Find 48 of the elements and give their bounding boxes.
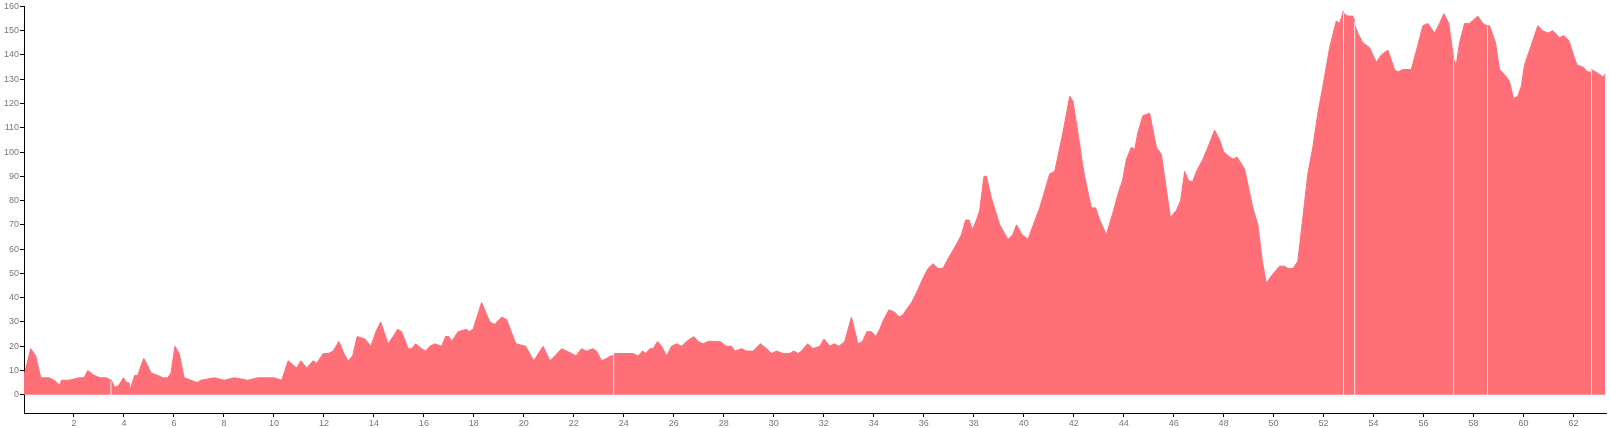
x-tick-label: 36: [918, 417, 929, 428]
x-tick-label: 46: [1168, 417, 1179, 428]
x-tick-label: 12: [318, 417, 329, 428]
y-tick-label: 50: [8, 267, 19, 278]
x-tick-label: 44: [1118, 417, 1129, 428]
x-tick-label: 18: [468, 417, 479, 428]
x-tick-label: 38: [968, 417, 979, 428]
x-tick-label: 20: [518, 417, 529, 428]
x-tick-label: 40: [1018, 417, 1029, 428]
y-tick-label: 30: [8, 316, 19, 327]
x-tick-label: 24: [618, 417, 629, 428]
x-tick-label: 26: [668, 417, 679, 428]
y-tick-label: 150: [3, 25, 19, 36]
y-tick-label: 70: [8, 219, 19, 230]
x-tick-label: 32: [818, 417, 829, 428]
y-tick-label: 110: [4, 122, 19, 133]
x-tick-label: 16: [418, 417, 429, 428]
x-tick-label: 60: [1518, 417, 1529, 428]
x-tick-label: 34: [868, 417, 879, 428]
x-tick-label: 22: [568, 417, 579, 428]
x-tick-label: 42: [1068, 417, 1079, 428]
y-tick-label: 130: [3, 73, 19, 84]
x-tick-label: 28: [718, 417, 729, 428]
y-tick-label: 60: [8, 243, 19, 254]
y-tick-label: 0: [13, 389, 19, 400]
y-tick-label: 40: [8, 292, 19, 303]
y-tick-label: 10: [8, 365, 19, 375]
y-tick-label: 160: [3, 0, 19, 11]
x-tick-label: 30: [768, 417, 779, 428]
x-tick-label: 8: [221, 417, 227, 428]
x-tick-label: 14: [368, 417, 379, 428]
x-tick-label: 56: [1418, 417, 1429, 428]
y-tick-label: 100: [3, 146, 19, 157]
x-tick-label: 2: [71, 417, 77, 428]
x-tick-label: 10: [268, 417, 279, 428]
y-tick-label: 90: [8, 170, 19, 181]
y-tick-label: 120: [3, 97, 19, 108]
x-tick-label: 58: [1468, 417, 1479, 428]
x-tick-label: 48: [1218, 417, 1229, 428]
x-tick-label: 6: [171, 417, 177, 428]
y-tick-label: 80: [8, 195, 19, 206]
x-tick-label: 52: [1318, 417, 1329, 428]
x-tick-label: 50: [1268, 417, 1279, 428]
x-tick-label: 4: [121, 417, 127, 428]
y-tick-label: 140: [3, 49, 19, 60]
y-tick-label: 20: [8, 340, 19, 351]
x-tick-label: 54: [1368, 417, 1379, 428]
x-tick-label: 62: [1568, 417, 1579, 428]
